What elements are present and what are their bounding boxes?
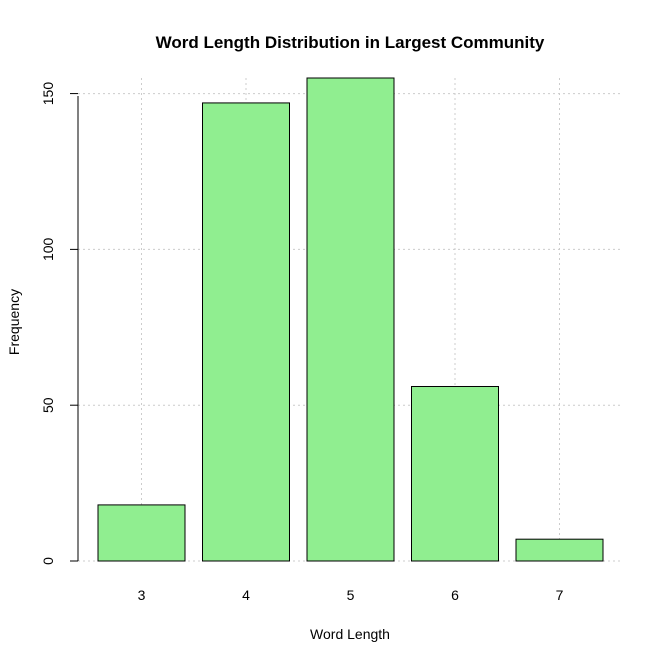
bar-5 xyxy=(306,77,395,562)
x-tick-label: 7 xyxy=(556,587,564,603)
y-tick-label: 100 xyxy=(40,237,56,261)
y-tick-label: 0 xyxy=(40,557,56,565)
y-tick-label: 150 xyxy=(40,82,56,106)
x-tick-label: 5 xyxy=(347,587,355,603)
x-tick-label: 6 xyxy=(451,587,459,603)
bar-6 xyxy=(411,385,499,562)
bars xyxy=(97,77,604,562)
chart-title: Word Length Distribution in Largest Comm… xyxy=(156,33,545,52)
x-tick-label: 4 xyxy=(242,587,250,603)
x-axis-label: Word Length xyxy=(310,626,390,642)
bar-7 xyxy=(515,538,604,562)
x-axis-ticks: 3 4 5 6 7 xyxy=(138,587,564,603)
y-axis-label: Frequency xyxy=(6,289,22,355)
bar-3 xyxy=(97,504,186,562)
bar-4 xyxy=(202,102,290,562)
x-tick-label: 3 xyxy=(138,587,146,603)
y-axis: 0 50 100 150 xyxy=(40,82,79,565)
y-tick-label: 50 xyxy=(40,397,56,413)
